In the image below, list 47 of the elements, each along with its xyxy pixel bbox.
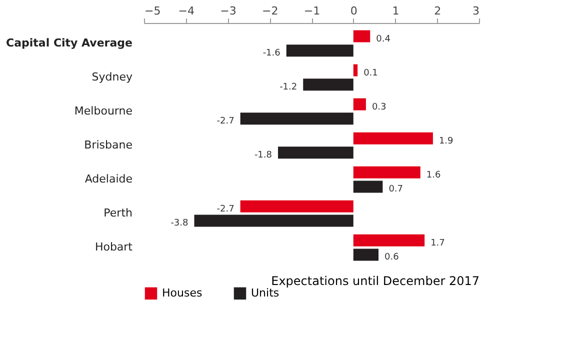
y-tick-label: Capital City Average [6,36,132,50]
bar [194,214,354,227]
x-tick-label: 0 [350,4,358,18]
data-label: -3.8 [170,218,189,229]
data-label: -2.7 [216,116,234,127]
bar [240,112,354,125]
legend-label: Units [251,286,280,300]
x-tick-label: 2 [434,4,442,18]
x-tick-label: −3 [220,4,236,18]
x-tick-label: −4 [178,4,194,18]
x-tick-label: −5 [144,4,161,18]
bar [353,248,378,261]
y-tick-label: Brisbane [84,138,133,152]
data-label: 1.7 [430,238,445,248]
data-label: 1.6 [426,170,441,180]
data-label: -1.8 [254,150,272,161]
bar [286,44,354,57]
text: Expectations until December 2017 [271,274,480,288]
data-label: 0.7 [388,184,404,195]
x-tick-label: −1 [304,4,320,18]
x-tick-label: 3 [472,4,480,18]
data-label: 1.9 [438,136,454,146]
bar [353,180,383,193]
data-label: 0.6 [384,252,400,263]
data-label: 0.4 [376,34,391,44]
bar [353,64,358,76]
bar [353,30,370,42]
y-tick-label: Adelaide [84,172,133,186]
bar [240,200,354,212]
y-tick-label: Sydney [92,70,133,84]
bar [278,146,354,159]
x-tick-label: −2 [262,4,278,18]
legend-label: Houses [162,286,202,300]
data-label: -1.6 [262,48,281,59]
y-tick-label: Melbourne [74,104,133,118]
data-label: 0.1 [364,68,378,78]
bar [303,78,354,91]
bar [353,98,366,110]
bar [353,234,425,246]
y-tick-label: Perth [104,206,133,220]
bar [353,166,420,178]
data-label: -1.2 [280,82,298,93]
data-label: 0.3 [372,102,386,112]
x-tick-label: 1 [392,4,400,18]
data-label: -2.7 [216,204,234,214]
bar [353,132,433,144]
y-tick-label: Hobart [94,240,134,254]
